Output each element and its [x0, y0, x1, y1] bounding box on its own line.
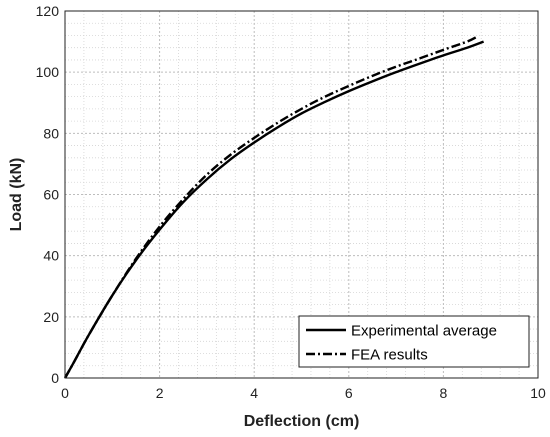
y-tick-label: 80 — [43, 125, 59, 141]
plot-area — [63, 10, 539, 379]
x-tick-label: 0 — [61, 385, 69, 401]
legend-label-fea: FEA results — [351, 347, 428, 364]
x-tick-label: 2 — [156, 385, 164, 401]
series-line-fea — [63, 35, 478, 379]
plot-frame — [64, 10, 539, 379]
x-tick-label: 4 — [250, 385, 258, 401]
y-tick-labels: 0 20 40 60 80 100 120 — [36, 3, 60, 386]
y-tick-label: 100 — [36, 64, 60, 80]
x-tick-label: 8 — [440, 385, 448, 401]
y-axis-label: Load (kN) — [8, 158, 25, 232]
x-tick-label: 10 — [530, 385, 546, 401]
y-tick-label: 0 — [51, 370, 59, 386]
y-tick-label: 20 — [43, 309, 59, 325]
minor-grid — [65, 11, 538, 378]
x-axis-label: Deflection (cm) — [244, 413, 360, 430]
y-tick-label: 60 — [43, 187, 59, 203]
legend: Experimental average FEA results — [298, 315, 530, 368]
x-tick-label: 6 — [345, 385, 353, 401]
series-layer — [63, 35, 485, 379]
y-tick-label: 40 — [43, 248, 59, 264]
x-tick-labels: 0 2 4 6 8 10 — [61, 385, 546, 401]
legend-box — [298, 315, 530, 368]
legend-label-experimental: Experimental average — [351, 323, 497, 340]
y-tick-label: 120 — [36, 3, 60, 19]
